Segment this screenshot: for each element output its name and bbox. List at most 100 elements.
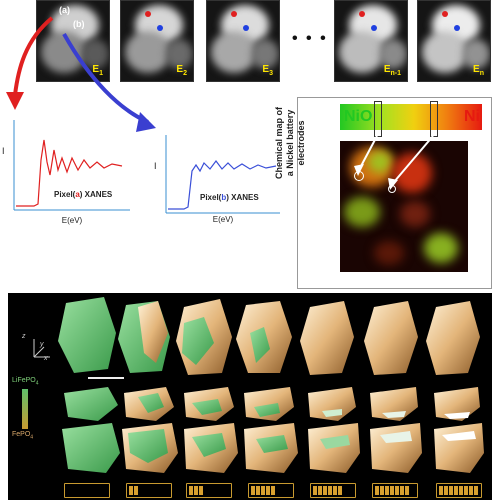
chemical-map-caption: Chemical map of a Nickel battery electro… — [274, 106, 306, 180]
battery-cell — [449, 486, 453, 495]
legend-gradient-bar — [22, 389, 28, 429]
plot-b-axes — [165, 135, 280, 214]
pixel-b-marker: (b) — [73, 19, 85, 29]
legend-lifepo4-label: LiFePO4 — [12, 377, 39, 387]
red-arrowhead — [6, 92, 24, 110]
pixel-b-dot — [454, 25, 460, 31]
crystal-tomography-panel: z y x LiFePO4 FePO4 — [8, 293, 492, 500]
battery-cell — [469, 486, 473, 495]
pixel-a-marker: (a) — [59, 5, 70, 15]
xanes-plot-a: I Pixel(a) XANES E(eV) — [2, 120, 132, 226]
crystal-r3c1 — [62, 423, 120, 473]
crystal-r1c7 — [426, 301, 480, 375]
battery-cell — [261, 486, 265, 495]
crystal-r1c6 — [364, 301, 418, 375]
crystal-row-3 — [62, 423, 484, 473]
frame-e1: (a) (b) E1 — [36, 0, 110, 82]
ni-label: Ni — [464, 108, 480, 125]
battery-cell — [439, 486, 443, 495]
battery-cell — [271, 486, 275, 495]
battery-icon — [436, 483, 482, 498]
battery-cell — [199, 486, 203, 495]
battery-icon — [186, 483, 232, 498]
frame-e2-label: E2 — [176, 64, 187, 77]
crystal-row-1 — [58, 297, 480, 375]
pixel-b-dot — [243, 25, 249, 31]
battery-icon — [248, 483, 294, 498]
nio-label: NiO — [344, 108, 373, 125]
battery-cell — [251, 486, 255, 495]
plot-a-caption: Pixel(a) XANES — [54, 190, 113, 199]
pixel-a-dot — [442, 11, 448, 17]
battery-cell — [194, 486, 198, 495]
battery-cell — [333, 486, 337, 495]
battery-cell — [266, 486, 270, 495]
plot-a-spectrum — [16, 139, 123, 207]
crystal-row-2 — [64, 387, 480, 421]
pixel-b-dot — [157, 25, 163, 31]
plot-a-ylabel: I — [2, 146, 5, 156]
frames-ellipsis: • • • — [292, 30, 328, 47]
frame-en-1-label: En-1 — [383, 64, 401, 77]
chemical-map-image — [340, 141, 468, 272]
battery-cell — [390, 486, 394, 495]
pixel-a-dot — [359, 11, 365, 17]
axis-z-label: z — [22, 333, 26, 340]
axis-y-label: y — [40, 341, 44, 348]
pixel-a-dot — [145, 11, 151, 17]
legend-fepo4-label: FePO4 — [12, 431, 34, 441]
frame-e2: E2 — [120, 0, 194, 82]
battery-icon — [126, 483, 172, 498]
frame-e1-label: E1 — [92, 64, 103, 77]
frame-en-1: En-1 — [334, 0, 408, 82]
crystal-r2c5 — [308, 387, 356, 421]
frame-en-label: En — [473, 64, 484, 77]
crystal-r3c6 — [370, 423, 422, 473]
plot-b-ylabel: I — [154, 161, 157, 171]
battery-cell — [385, 486, 389, 495]
battery-cell — [405, 486, 409, 495]
battery-cell — [323, 486, 327, 495]
crystal-r3c7 — [434, 423, 484, 473]
battery-cell — [338, 486, 342, 495]
crystal-renderings — [58, 297, 484, 473]
battery-cell — [395, 486, 399, 495]
frame-en: En — [417, 0, 491, 82]
battery-cell — [256, 486, 260, 495]
crystal-r2c1 — [64, 387, 118, 421]
battery-cell — [375, 486, 379, 495]
scale-bar — [88, 377, 124, 379]
battery-cell — [464, 486, 468, 495]
battery-cell — [454, 486, 458, 495]
battery-cell — [474, 486, 478, 495]
crystal-r2c6 — [370, 387, 418, 421]
battery-icon — [310, 483, 356, 498]
battery-cell — [400, 486, 404, 495]
battery-icon — [64, 483, 110, 498]
crystal-r3c5 — [308, 423, 360, 473]
blue-arrowhead — [136, 112, 156, 132]
crystal-r2c4 — [244, 387, 294, 421]
battery-cell — [134, 486, 138, 495]
plot-b-caption: Pixel(b) XANES — [200, 193, 259, 202]
colorbar-marker-left — [374, 101, 382, 137]
battery-cell — [459, 486, 463, 495]
chemical-map-panel: NiO Ni Chemical map of a Nickel battery … — [274, 97, 492, 289]
plot-a-xlabel: E(eV) — [61, 216, 83, 225]
axis-x-label: x — [44, 355, 48, 362]
plot-a-axes — [13, 120, 130, 211]
colorbar-marker-right — [430, 101, 438, 137]
battery-cell — [380, 486, 384, 495]
plot-b-spectrum — [168, 160, 277, 210]
plot-b-xlabel: E(eV) — [212, 215, 234, 224]
pixel-b-dot — [371, 25, 377, 31]
pixel-a-dot — [231, 11, 237, 17]
battery-cell — [313, 486, 317, 495]
battery-cell — [189, 486, 193, 495]
frame-e3-label: E3 — [262, 64, 273, 77]
axes-glyph — [33, 339, 50, 358]
battery-icon — [372, 483, 418, 498]
crystal-r1c1 — [58, 297, 116, 373]
nio-ni-color-bar — [340, 104, 482, 130]
crystal-r1c5 — [300, 301, 354, 375]
